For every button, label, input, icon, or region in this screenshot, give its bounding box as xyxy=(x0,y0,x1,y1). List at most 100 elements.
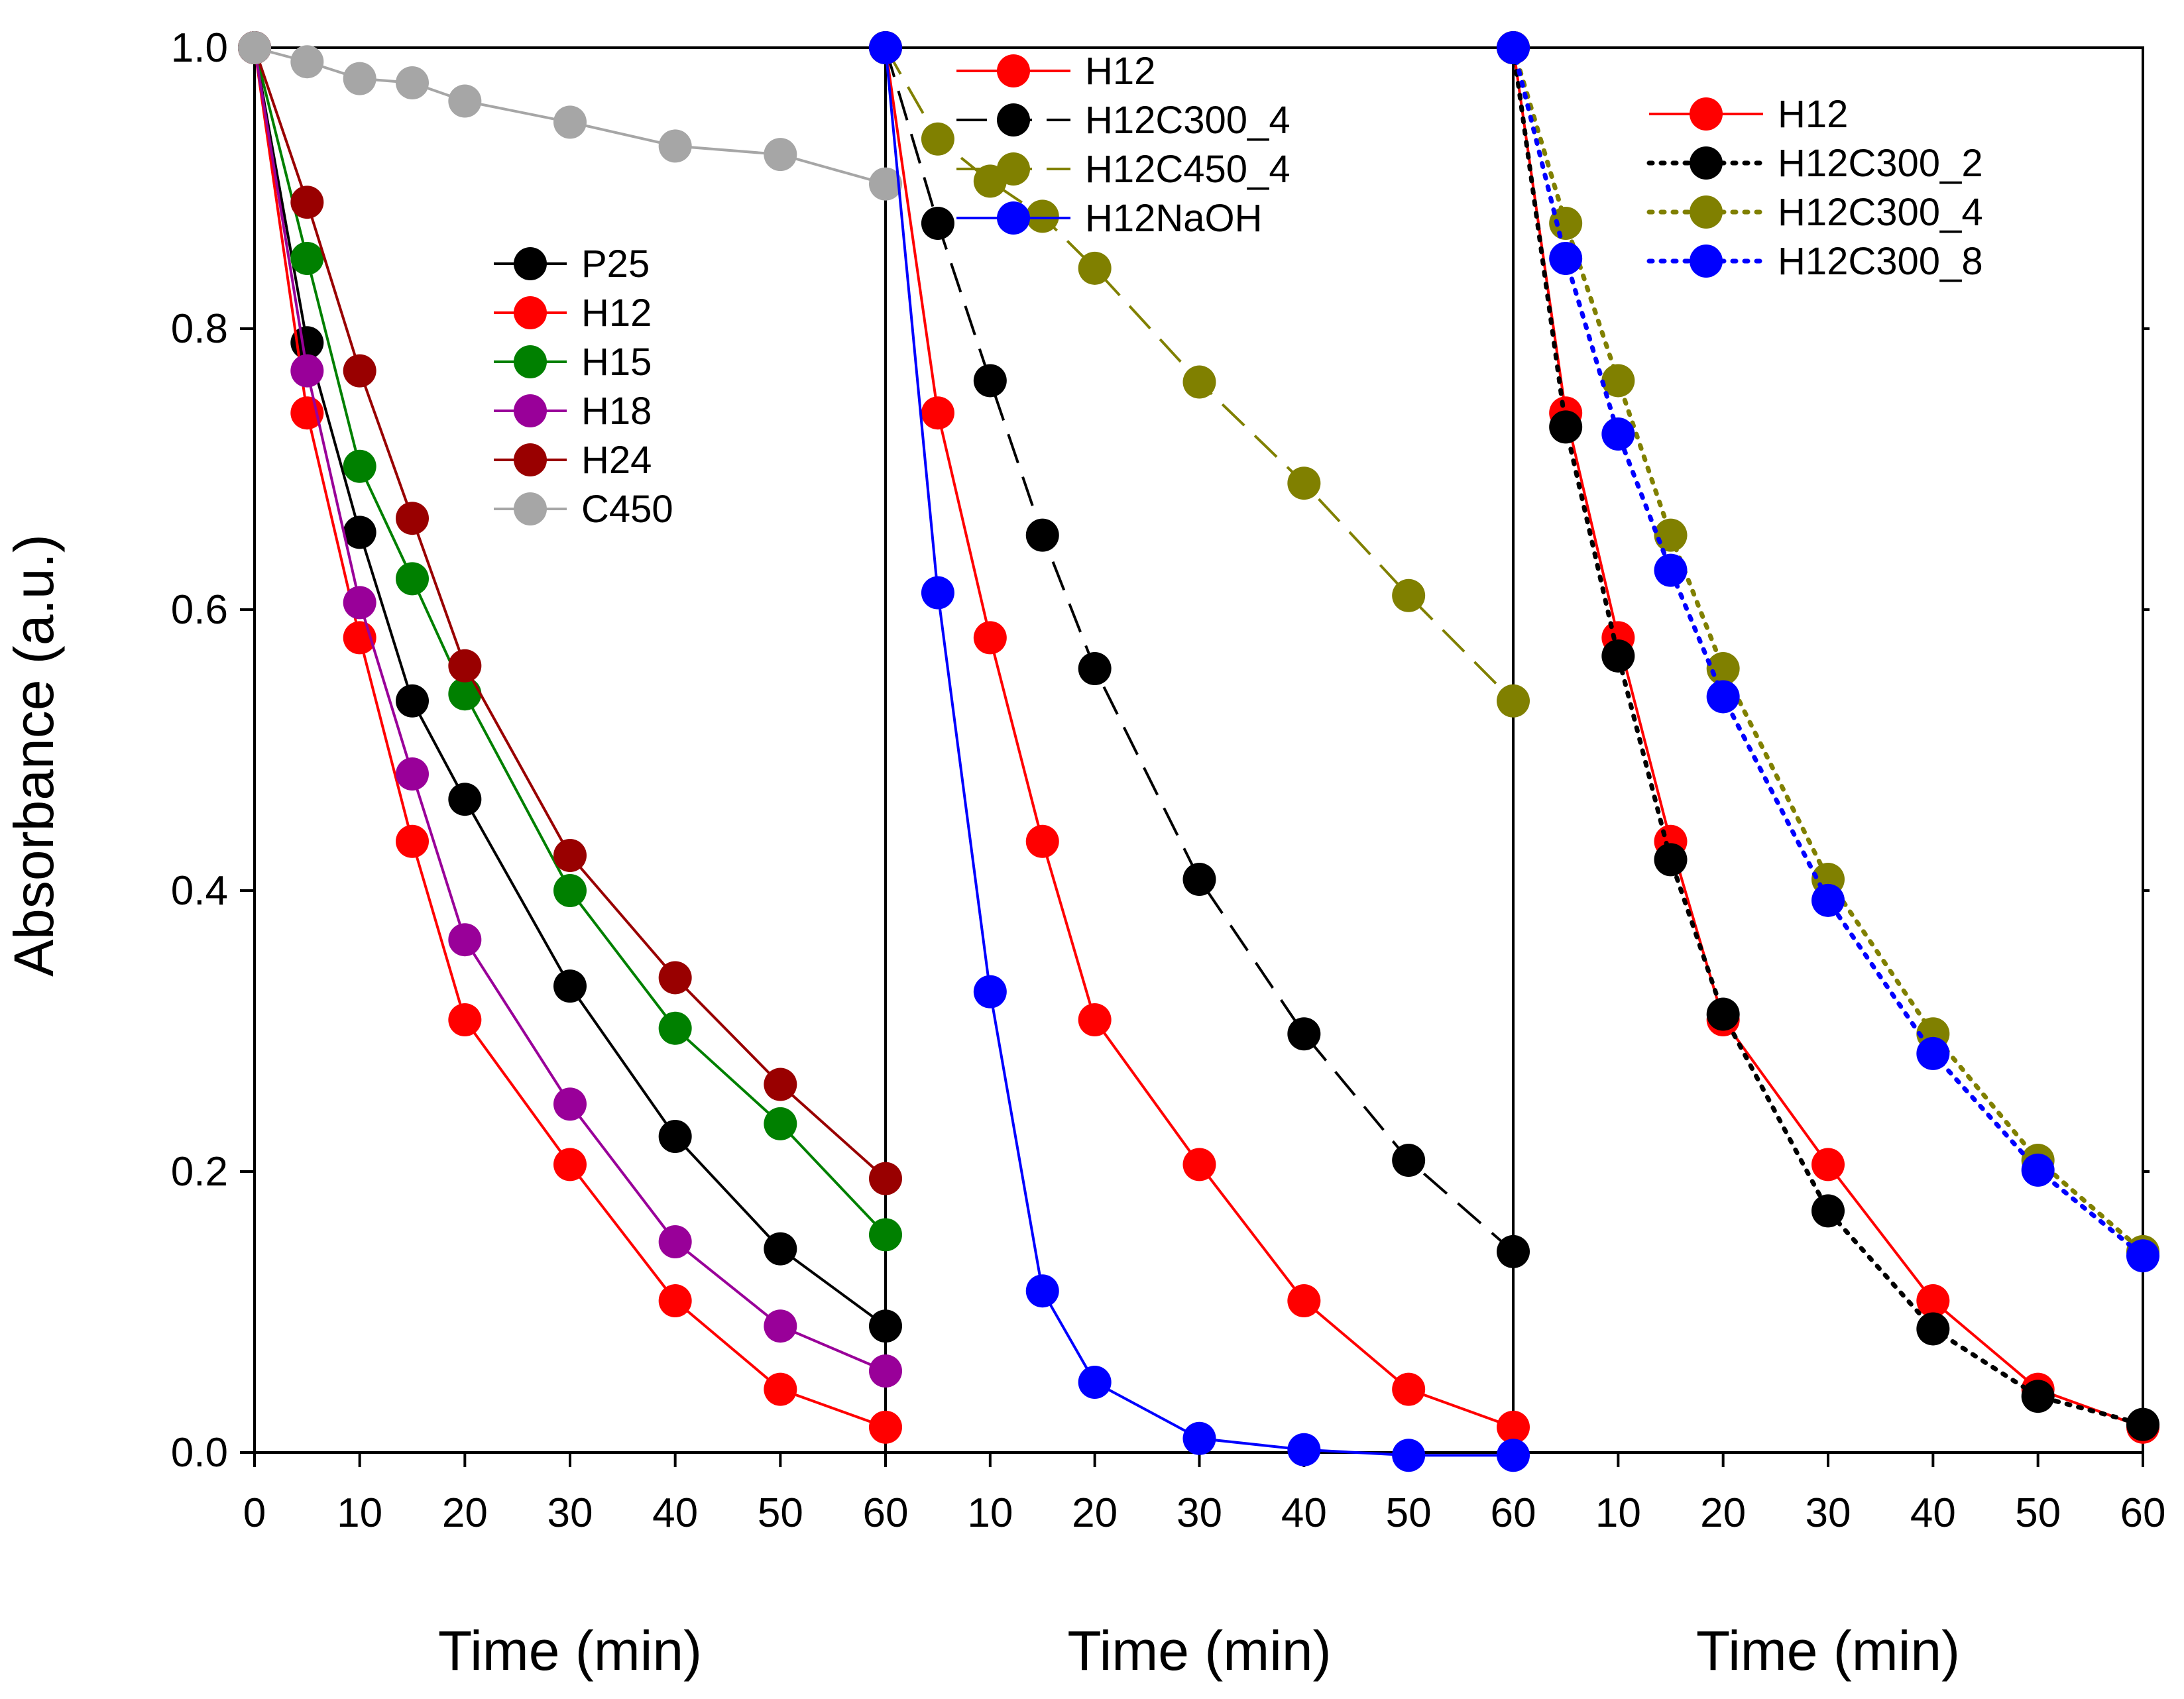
data-point xyxy=(1811,883,1845,917)
legend-marker xyxy=(997,152,1030,186)
data-point xyxy=(658,961,692,995)
x-tick-label: 10 xyxy=(967,1490,1013,1536)
x-tick-label: 60 xyxy=(863,1490,909,1536)
data-point xyxy=(448,923,482,957)
series-c450 xyxy=(238,31,902,201)
legend-label: H24 xyxy=(581,439,652,482)
data-point xyxy=(448,783,482,816)
data-point xyxy=(921,122,954,156)
series-h12 xyxy=(238,31,902,1444)
legend-label: H12 xyxy=(1085,50,1155,93)
legend-entry: H12C300_4 xyxy=(956,99,1291,142)
data-point xyxy=(869,167,902,201)
data-point xyxy=(290,186,324,219)
data-point xyxy=(1392,1372,1426,1406)
x-tick-label: 20 xyxy=(1072,1490,1118,1536)
legend-marker xyxy=(1690,245,1723,278)
legend-entry: H12NaOH xyxy=(956,197,1263,240)
legend-marker xyxy=(514,296,547,329)
data-point xyxy=(658,1284,692,1318)
legend-entry: H12C300_2 xyxy=(1646,142,1983,185)
x-tick-label: 0 xyxy=(243,1490,266,1536)
data-point xyxy=(2021,1153,2055,1187)
x-tick-label: 50 xyxy=(1386,1490,1432,1536)
x-tick-label: 30 xyxy=(1806,1490,1851,1536)
data-point xyxy=(764,138,797,172)
data-point xyxy=(658,129,692,163)
y-tick-label: 1.0 xyxy=(171,25,228,71)
data-point xyxy=(764,1068,797,1101)
series-h24 xyxy=(238,31,902,1195)
data-point xyxy=(1182,863,1216,897)
data-point xyxy=(1287,466,1321,500)
axes: 0.0 0.2 0.4 0.6 0.8 1.0 0 10 20 30 40 50 60 Time (min… xyxy=(171,25,2166,1682)
legend-label: H12C300_8 xyxy=(1778,240,1983,283)
data-point xyxy=(1601,364,1635,398)
x-tick-label: 10 xyxy=(337,1490,382,1536)
data-point xyxy=(396,562,429,596)
data-point xyxy=(1549,207,1583,240)
legend-marker xyxy=(997,201,1030,235)
data-point xyxy=(1497,1234,1530,1268)
data-point xyxy=(1811,1148,1845,1181)
y-tick-label: 0.8 xyxy=(171,306,228,352)
data-point xyxy=(1601,639,1635,673)
legend-label: H18 xyxy=(581,390,652,433)
data-point xyxy=(553,1087,587,1121)
data-point xyxy=(1497,31,1530,64)
legend-label: H12C300_4 xyxy=(1778,191,1983,234)
data-point xyxy=(448,84,482,118)
x-axis-title: Time (min) xyxy=(1696,1619,1960,1682)
x-axis-title: Time (min) xyxy=(438,1619,702,1682)
data-point xyxy=(1025,199,1059,233)
legend-entry: H12 xyxy=(494,292,652,335)
data-point xyxy=(1287,1433,1321,1466)
data-point xyxy=(553,1148,587,1181)
x-tick-label: 30 xyxy=(1177,1490,1222,1536)
data-point xyxy=(1549,410,1583,444)
legend-label: H12 xyxy=(1778,93,1848,136)
data-point xyxy=(1078,251,1112,285)
series-line xyxy=(253,47,886,1429)
legend-marker xyxy=(997,103,1030,137)
data-point xyxy=(1706,652,1740,686)
x-tick-label: 40 xyxy=(652,1490,698,1536)
series-line xyxy=(884,47,1514,1429)
data-point xyxy=(1182,365,1216,399)
legend-entry: H12C300_4 xyxy=(1646,191,1983,234)
y-tick-label: 0.6 xyxy=(171,587,228,633)
legend-marker xyxy=(1690,97,1723,131)
legend-panel-2: H12 H12C300_4 H12C450_4 H12NaOH xyxy=(956,50,1291,240)
panel-2 xyxy=(869,31,1530,1472)
legend-marker xyxy=(514,492,547,525)
y-axis-title: Absorbance (a.u.) xyxy=(3,534,65,977)
data-point xyxy=(1078,652,1112,686)
legend-entry: H12C450_4 xyxy=(956,148,1291,191)
data-point xyxy=(1025,824,1059,858)
panel-3 xyxy=(1497,31,2159,1444)
legend-marker xyxy=(1690,195,1723,229)
data-point xyxy=(1916,1284,1950,1318)
legend-entry: H12 xyxy=(956,50,1155,93)
data-point xyxy=(1654,553,1688,587)
x-axis-title: Time (min) xyxy=(1067,1619,1331,1682)
x-tick-label: 60 xyxy=(1491,1490,1536,1536)
data-point xyxy=(290,45,324,79)
data-point xyxy=(1654,843,1688,877)
series-h12naoh xyxy=(869,31,1530,1472)
data-point xyxy=(1916,1312,1950,1346)
data-point xyxy=(396,66,429,99)
y-tick-label: 0.4 xyxy=(171,868,228,914)
series-h12 xyxy=(869,31,1530,1444)
data-point xyxy=(764,1372,797,1406)
data-point xyxy=(764,1232,797,1266)
x-tick-label: 40 xyxy=(1910,1490,1956,1536)
data-point xyxy=(1706,997,1740,1031)
data-point xyxy=(1025,518,1059,552)
x-tick-label: 10 xyxy=(1595,1490,1641,1536)
legend-marker xyxy=(514,394,547,427)
x-tick-label: 20 xyxy=(442,1490,488,1536)
data-point xyxy=(396,684,429,718)
legends: P25 H12 H15 H18 H24 C450 H12 H12C300_4 H12C450_4… xyxy=(494,50,1983,531)
legend-entry: H18 xyxy=(494,390,652,433)
